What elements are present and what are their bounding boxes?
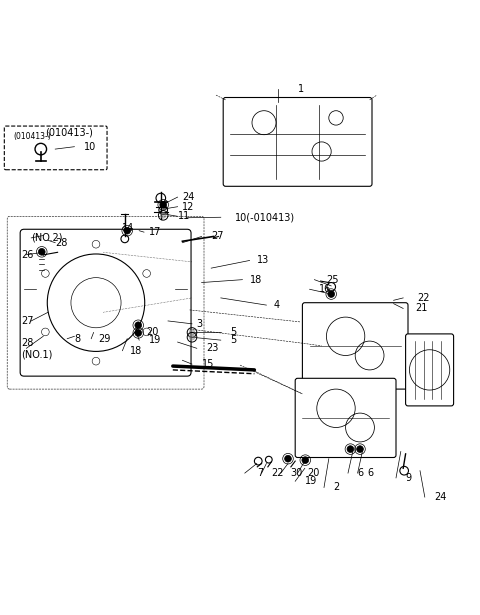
Text: 17: 17: [149, 227, 161, 237]
Text: 1: 1: [298, 84, 304, 94]
Text: 18: 18: [250, 275, 262, 285]
Circle shape: [285, 455, 291, 462]
Text: 26: 26: [22, 250, 34, 260]
Text: 22: 22: [418, 293, 430, 303]
Text: 25: 25: [326, 275, 339, 285]
Text: (010413-): (010413-): [46, 127, 94, 137]
Circle shape: [124, 228, 131, 234]
Circle shape: [135, 330, 142, 336]
Text: 13: 13: [257, 255, 269, 266]
Circle shape: [302, 457, 309, 464]
Circle shape: [347, 446, 354, 453]
Text: 24: 24: [182, 192, 195, 202]
FancyBboxPatch shape: [223, 98, 372, 186]
Text: (010413-): (010413-): [13, 132, 51, 141]
Text: 10: 10: [84, 141, 96, 152]
Circle shape: [135, 322, 142, 328]
Circle shape: [160, 212, 166, 218]
Text: 16: 16: [319, 284, 332, 294]
Circle shape: [328, 291, 335, 298]
FancyBboxPatch shape: [20, 229, 191, 376]
Text: 9: 9: [406, 473, 412, 483]
Circle shape: [189, 330, 195, 335]
Text: 30: 30: [290, 468, 303, 478]
Text: 5: 5: [230, 327, 237, 338]
Text: 8: 8: [74, 334, 81, 344]
Text: 7: 7: [257, 468, 263, 478]
Text: 19: 19: [149, 335, 161, 345]
Text: 22: 22: [271, 468, 284, 478]
Text: 19: 19: [305, 476, 317, 486]
Text: 6: 6: [367, 468, 373, 478]
Text: 14: 14: [122, 223, 135, 233]
Text: 6: 6: [358, 468, 364, 478]
Circle shape: [38, 248, 45, 255]
Text: 29: 29: [98, 334, 111, 344]
Text: 21: 21: [415, 303, 428, 314]
Circle shape: [189, 335, 195, 340]
Text: 15: 15: [202, 359, 214, 369]
Circle shape: [357, 446, 363, 453]
Text: 12: 12: [182, 202, 195, 212]
FancyBboxPatch shape: [302, 303, 408, 389]
Text: 5: 5: [230, 335, 237, 345]
Text: 2: 2: [334, 483, 340, 493]
FancyBboxPatch shape: [406, 334, 454, 406]
Text: 23: 23: [206, 343, 219, 353]
Text: 28
(NO.1): 28 (NO.1): [22, 338, 53, 359]
Text: 20: 20: [146, 327, 159, 338]
Text: 20: 20: [307, 468, 320, 478]
Text: 24: 24: [434, 492, 447, 502]
FancyBboxPatch shape: [4, 126, 107, 170]
Text: 10(-010413): 10(-010413): [235, 212, 295, 222]
Text: 4: 4: [274, 300, 280, 310]
Circle shape: [160, 202, 167, 208]
Text: 11: 11: [178, 212, 190, 221]
Text: 3: 3: [197, 319, 203, 329]
Text: (NO.2): (NO.2): [31, 233, 63, 243]
Text: 28: 28: [55, 238, 68, 248]
Text: 27: 27: [22, 316, 34, 326]
Text: 18: 18: [130, 346, 142, 355]
Text: 27: 27: [211, 231, 224, 242]
FancyBboxPatch shape: [295, 378, 396, 458]
